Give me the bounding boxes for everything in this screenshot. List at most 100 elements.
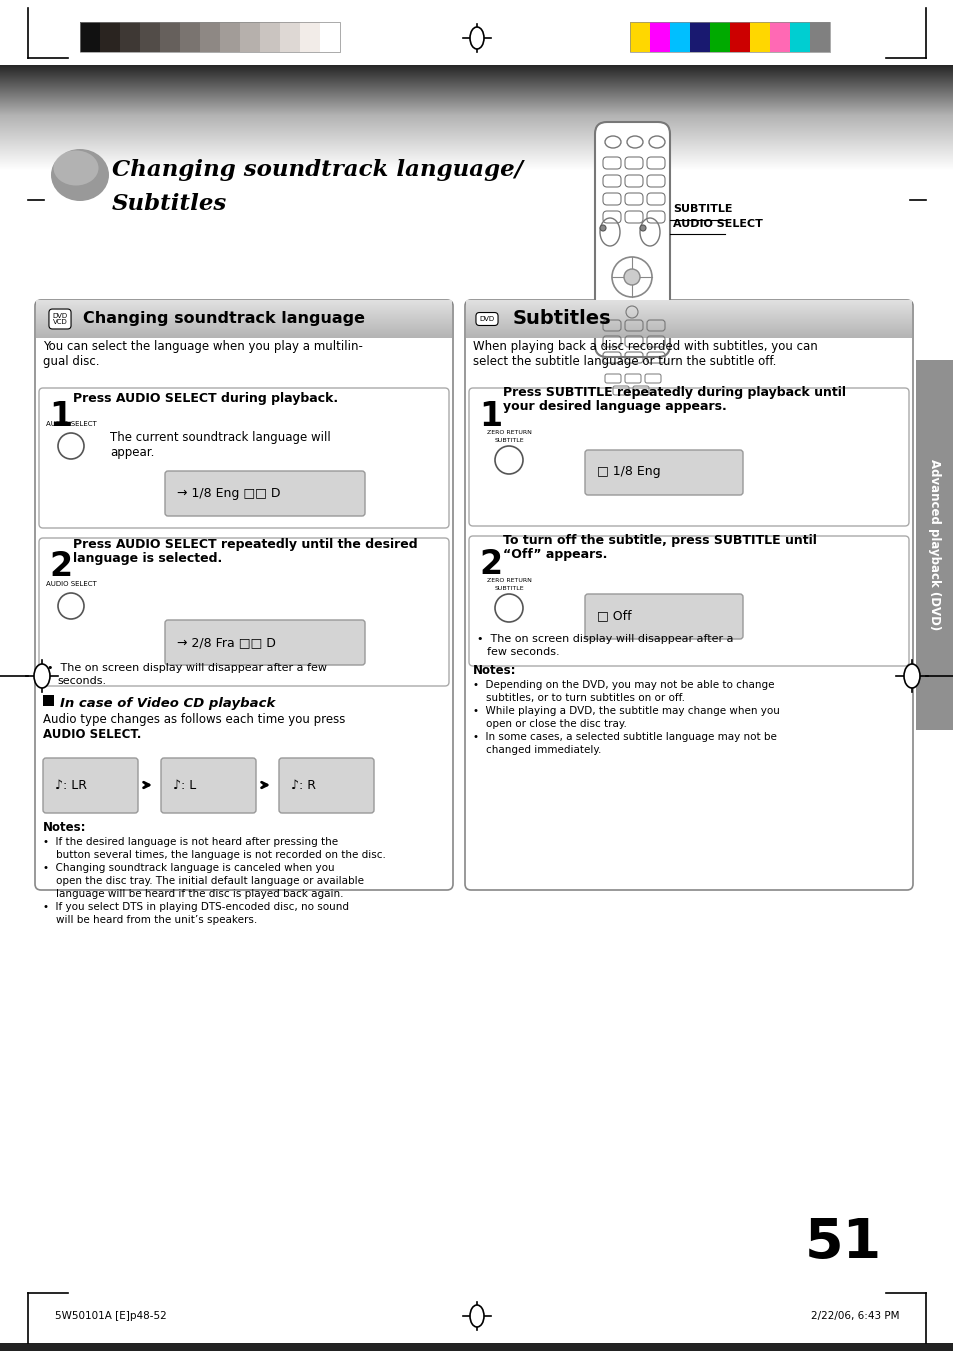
Text: changed immediately.: changed immediately. (473, 744, 600, 755)
Text: subtitles, or to turn subtitles on or off.: subtitles, or to turn subtitles on or of… (473, 693, 684, 703)
Text: Notes:: Notes: (43, 821, 87, 834)
Text: gual disc.: gual disc. (43, 355, 99, 367)
Text: The current soundtrack language will: The current soundtrack language will (110, 431, 331, 444)
Bar (0, 0, 953, 68)
Text: DVD
VCD: DVD VCD (52, 312, 68, 326)
Text: ♪: L: ♪: L (172, 778, 196, 792)
Ellipse shape (34, 663, 50, 688)
Circle shape (599, 226, 605, 231)
Text: 1: 1 (478, 400, 501, 434)
Bar (629, 22, 829, 51)
Bar (260, 22, 280, 51)
Text: Audio type changes as follows each time you press: Audio type changes as follows each time … (43, 713, 345, 725)
Ellipse shape (903, 663, 919, 688)
FancyBboxPatch shape (469, 536, 908, 666)
Bar (729, 22, 749, 51)
Circle shape (639, 226, 645, 231)
Bar (0, 1343, 953, 1351)
Bar (319, 22, 339, 51)
Ellipse shape (470, 1305, 483, 1327)
Bar (280, 22, 299, 51)
Text: AUDIO SELECT: AUDIO SELECT (46, 422, 96, 427)
Text: select the subtitle language or turn the subtitle off.: select the subtitle language or turn the… (473, 355, 776, 367)
FancyBboxPatch shape (584, 594, 742, 639)
Text: 51: 51 (804, 1216, 882, 1270)
Bar (769, 22, 789, 51)
FancyBboxPatch shape (39, 538, 449, 686)
Bar (120, 22, 140, 51)
Text: AUDIO SELECT: AUDIO SELECT (46, 581, 96, 586)
Text: When playing back a disc recorded with subtitles, you can: When playing back a disc recorded with s… (473, 340, 817, 353)
Bar (299, 22, 319, 51)
FancyBboxPatch shape (469, 388, 908, 526)
Bar (200, 22, 220, 51)
Text: •  Changing soundtrack language is canceled when you: • Changing soundtrack language is cancel… (43, 863, 335, 873)
Bar (220, 22, 240, 51)
Text: will be heard from the unit’s speakers.: will be heard from the unit’s speakers. (43, 915, 257, 925)
FancyBboxPatch shape (43, 758, 138, 813)
Text: Press AUDIO SELECT during playback.: Press AUDIO SELECT during playback. (73, 392, 337, 405)
Text: •  Depending on the DVD, you may not be able to change: • Depending on the DVD, you may not be a… (473, 680, 774, 690)
Text: DVD: DVD (479, 316, 494, 322)
FancyBboxPatch shape (39, 388, 449, 528)
Text: 2: 2 (478, 549, 501, 581)
Text: 1: 1 (49, 400, 72, 434)
Text: 5W50101A [E]p48-52: 5W50101A [E]p48-52 (55, 1310, 167, 1321)
Text: SUBTITLE: SUBTITLE (494, 586, 523, 590)
Bar (180, 22, 200, 51)
Text: •  While playing a DVD, the subtitle may change when you: • While playing a DVD, the subtitle may … (473, 707, 779, 716)
Text: ♪: R: ♪: R (291, 778, 315, 792)
Text: button several times, the language is not recorded on the disc.: button several times, the language is no… (43, 850, 385, 861)
Bar (689, 22, 709, 51)
Text: language is selected.: language is selected. (73, 553, 222, 565)
Text: Changing soundtrack language: Changing soundtrack language (83, 312, 365, 327)
FancyBboxPatch shape (161, 758, 255, 813)
Text: ZERO RETURN: ZERO RETURN (486, 578, 531, 584)
Text: seconds.: seconds. (57, 676, 106, 686)
Text: □ Off: □ Off (597, 609, 631, 623)
Text: SUBTITLE: SUBTITLE (494, 438, 523, 443)
Text: To turn off the subtitle, press SUBTITLE until: To turn off the subtitle, press SUBTITLE… (502, 534, 816, 547)
Text: Advanced playback (DVD): Advanced playback (DVD) (927, 459, 941, 631)
Text: •  If the desired language is not heard after pressing the: • If the desired language is not heard a… (43, 838, 337, 847)
Bar (100, 22, 120, 51)
Bar (809, 22, 829, 51)
FancyBboxPatch shape (165, 471, 365, 516)
FancyBboxPatch shape (165, 620, 365, 665)
Text: Changing soundtrack language/: Changing soundtrack language/ (112, 159, 522, 181)
Text: 2/22/06, 6:43 PM: 2/22/06, 6:43 PM (811, 1310, 899, 1321)
Bar (709, 22, 729, 51)
Circle shape (623, 269, 639, 285)
Bar (140, 22, 160, 51)
Text: Subtitles: Subtitles (112, 193, 227, 215)
Text: appear.: appear. (110, 446, 154, 459)
Bar (160, 22, 180, 51)
Text: few seconds.: few seconds. (486, 647, 559, 657)
Text: You can select the language when you play a multilin-: You can select the language when you pla… (43, 340, 362, 353)
Bar (915, 359, 953, 730)
Text: □ 1/8 Eng: □ 1/8 Eng (597, 466, 659, 478)
Text: language will be heard if the disc is played back again.: language will be heard if the disc is pl… (43, 889, 343, 898)
FancyBboxPatch shape (584, 450, 742, 494)
Text: ZERO RETURN: ZERO RETURN (486, 430, 531, 435)
Text: Press AUDIO SELECT repeatedly until the desired: Press AUDIO SELECT repeatedly until the … (73, 538, 417, 551)
Bar (80, 22, 339, 51)
Ellipse shape (470, 27, 483, 49)
Ellipse shape (51, 149, 109, 201)
Bar (649, 22, 669, 51)
Bar (80, 22, 100, 51)
Text: 51: 51 (470, 1310, 483, 1321)
Text: → 1/8 Eng □□ D: → 1/8 Eng □□ D (177, 486, 280, 500)
Text: AUDIO SELECT: AUDIO SELECT (672, 219, 762, 230)
Text: open or close the disc tray.: open or close the disc tray. (473, 719, 626, 730)
Bar (629, 22, 649, 51)
Bar (789, 22, 809, 51)
Bar (749, 22, 769, 51)
Text: •  The on screen display will disappear after a few: • The on screen display will disappear a… (47, 663, 327, 673)
Ellipse shape (53, 150, 98, 185)
Text: Subtitles: Subtitles (513, 309, 611, 328)
Text: “Off” appears.: “Off” appears. (502, 549, 607, 561)
Text: •  If you select DTS in playing DTS-encoded disc, no sound: • If you select DTS in playing DTS-encod… (43, 902, 349, 912)
Text: ♪: LR: ♪: LR (55, 778, 87, 792)
Bar (240, 22, 260, 51)
